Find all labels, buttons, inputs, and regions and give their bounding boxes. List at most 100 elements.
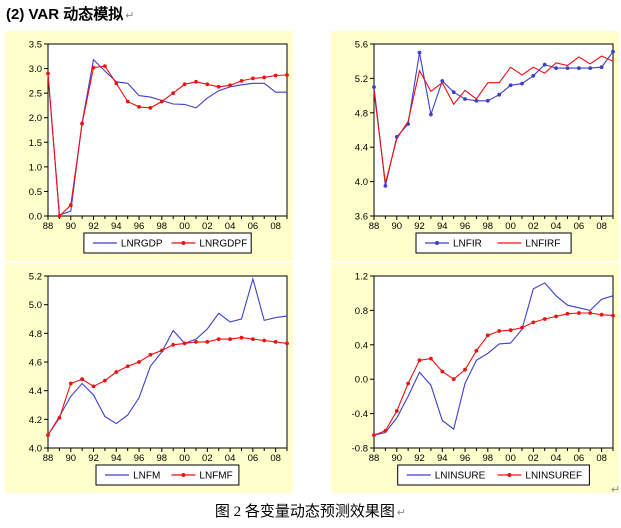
plot-area: [47, 43, 288, 217]
data-point: [46, 433, 50, 437]
data-point: [273, 73, 278, 78]
legend-label: LNINSURE: [435, 471, 486, 482]
x-tick-label: 98: [157, 221, 168, 232]
data-point: [577, 66, 581, 70]
legend-label: LNFM: [133, 471, 160, 482]
legend-label: LNRGDPF: [199, 239, 247, 250]
plot-area: [373, 275, 614, 449]
data-point: [542, 317, 547, 321]
x-tick-label: 90: [391, 453, 402, 464]
data-point: [205, 340, 210, 344]
data-point: [497, 92, 502, 97]
y-tick-label: 4.0: [29, 444, 42, 455]
x-tick-label: 08: [270, 453, 281, 464]
data-point: [429, 356, 433, 361]
x-tick-label: 02: [202, 221, 213, 232]
legend: LNINSURE LNINSUREF: [397, 464, 590, 486]
legend: LNRGDP LNRGDPF: [83, 232, 252, 254]
data-point: [125, 364, 130, 369]
data-point: [285, 341, 289, 346]
x-tick-label: 96: [460, 453, 471, 464]
paragraph-mark-icon: ↵: [611, 484, 621, 496]
legend-marker: [181, 473, 186, 477]
x-tick-label: 04: [551, 453, 562, 464]
data-point: [497, 329, 502, 333]
series-lninsuref: [373, 312, 614, 436]
x-tick-label: 94: [437, 221, 448, 232]
series-lnrgdp: [47, 58, 287, 216]
y-tick-label: 4.8: [355, 108, 368, 119]
data-point: [182, 341, 187, 346]
y-tick-label: 0.8: [355, 306, 368, 317]
x-tick-label: 98: [483, 453, 494, 464]
data-point: [262, 338, 267, 343]
y-tick-label: 4.4: [29, 386, 42, 397]
data-point: [440, 369, 445, 374]
legend-label: LNFIRF: [525, 239, 560, 250]
x-tick-label: 08: [270, 221, 281, 232]
axes: 5.6 5.2 4.8 4.4 4.0 3.688 90 92 94 96 98 00 02 04 06 08: [355, 40, 614, 232]
series-lnfm: [47, 276, 288, 436]
data-point: [159, 348, 164, 353]
chart-lnrgdp: 3.5 3.0 2.5 2.0 1.5 1.0 0.5 0.088 90 92 94 96 98 00 02…: [5, 31, 293, 261]
data-point: [239, 335, 244, 340]
y-tick-label: 4.6: [29, 358, 42, 369]
data-point: [205, 82, 210, 87]
data-point: [417, 50, 422, 55]
y-tick-label: 5.2: [355, 74, 368, 85]
data-point: [194, 79, 198, 84]
data-point: [103, 64, 107, 68]
x-tick-label: 02: [528, 221, 539, 232]
data-point: [68, 203, 73, 208]
data-point: [262, 75, 267, 80]
data-point: [228, 337, 233, 341]
x-tick-label: 00: [179, 453, 190, 464]
data-point: [440, 79, 445, 83]
data-point: [611, 313, 615, 318]
y-tick-label: 3.6: [355, 212, 368, 223]
y-tick-label: 5.2: [29, 272, 42, 283]
paragraph-mark-icon: ↵: [125, 10, 135, 22]
x-tick-label: 94: [111, 453, 122, 464]
data-point: [599, 65, 604, 70]
y-tick-label: 2.5: [29, 89, 42, 100]
data-point: [611, 49, 615, 54]
x-tick-label: 90: [391, 221, 402, 232]
data-point: [91, 384, 96, 389]
chart-panel-lnfm: 5.2 5.0 4.8 4.6 4.4 4.2 4.0 88 90 92 94 96 98 00 02 04 0…: [5, 263, 293, 493]
data-point: [463, 97, 467, 101]
y-tick-label: 1.5: [29, 138, 42, 149]
paragraph-mark-icon: ↵: [396, 507, 407, 519]
y-tick-label: 0.0: [29, 212, 42, 223]
data-point: [520, 81, 524, 86]
section-title-text: (2) VAR 动态模拟: [6, 6, 124, 23]
data-point: [159, 99, 164, 104]
y-tick-label: 1.0: [29, 162, 42, 173]
data-point: [46, 71, 50, 76]
x-tick-label: 00: [505, 453, 516, 464]
data-point: [171, 342, 176, 347]
data-point: [474, 98, 479, 103]
data-point: [531, 320, 536, 325]
y-tick-label: 0.4: [355, 340, 368, 351]
data-point: [216, 84, 221, 89]
x-tick-label: 96: [460, 221, 471, 232]
legend: LNFIR LNFIRF: [415, 232, 572, 254]
data-point: [588, 311, 593, 315]
x-tick-label: 92: [414, 221, 425, 232]
data-point: [114, 370, 119, 374]
data-point: [114, 81, 119, 86]
y-tick-label: 1.2: [355, 272, 368, 283]
x-tick-label: 02: [528, 453, 539, 464]
x-tick-label: 98: [157, 453, 168, 464]
data-point: [394, 409, 399, 413]
x-tick-label: 88: [369, 453, 380, 464]
data-point: [182, 82, 187, 87]
y-tick-label: -0.8: [352, 444, 368, 455]
x-tick-label: 94: [111, 221, 122, 232]
data-point: [216, 337, 221, 341]
data-point: [383, 428, 388, 433]
data-point: [508, 83, 513, 88]
series-lines: [46, 276, 289, 437]
x-tick-label: 06: [574, 221, 585, 232]
